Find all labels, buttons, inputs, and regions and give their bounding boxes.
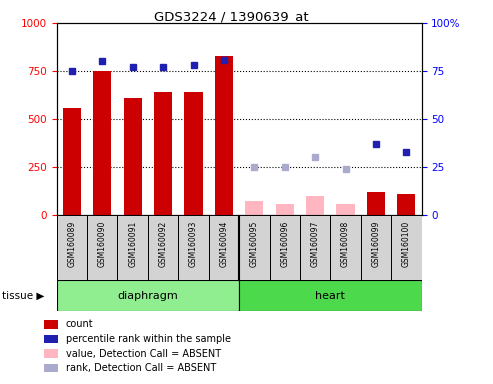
Bar [367, 192, 385, 215]
Bar [330, 215, 361, 280]
Bar [117, 215, 148, 280]
Bar [124, 98, 142, 215]
Text: tissue ▶: tissue ▶ [2, 291, 45, 301]
Text: GSM160093: GSM160093 [189, 220, 198, 266]
Text: percentile rank within the sample: percentile rank within the sample [66, 334, 231, 344]
Text: GSM160096: GSM160096 [280, 220, 289, 266]
Text: GSM160095: GSM160095 [250, 220, 259, 266]
Text: GSM160089: GSM160089 [68, 220, 76, 266]
Bar [336, 204, 354, 215]
Bar [397, 194, 416, 215]
Bar [239, 215, 270, 280]
Text: GSM160092: GSM160092 [159, 220, 168, 266]
Bar [391, 215, 422, 280]
Text: GSM160098: GSM160098 [341, 220, 350, 266]
Bar [300, 215, 330, 280]
Bar [361, 215, 391, 280]
Bar [306, 196, 324, 215]
Text: GSM160099: GSM160099 [371, 220, 381, 266]
Text: GSM160091: GSM160091 [128, 220, 137, 266]
Bar [63, 108, 81, 215]
Bar [239, 280, 422, 311]
Bar [178, 215, 209, 280]
Text: count: count [66, 319, 93, 329]
Bar [215, 56, 233, 215]
Bar [93, 71, 111, 215]
Text: GSM160090: GSM160090 [98, 220, 107, 266]
Text: rank, Detection Call = ABSENT: rank, Detection Call = ABSENT [66, 363, 216, 373]
Bar [154, 92, 172, 215]
Text: heart: heart [316, 291, 345, 301]
Bar [87, 215, 117, 280]
Text: value, Detection Call = ABSENT: value, Detection Call = ABSENT [66, 349, 221, 359]
Bar [57, 215, 87, 280]
Text: GSM160094: GSM160094 [219, 220, 228, 266]
Bar [245, 200, 263, 215]
Bar [270, 215, 300, 280]
Bar [184, 92, 203, 215]
Bar [57, 280, 239, 311]
Bar [209, 215, 239, 280]
Bar [276, 204, 294, 215]
Text: GSM160100: GSM160100 [402, 220, 411, 266]
Text: diaphragm: diaphragm [117, 291, 178, 301]
Text: GSM160097: GSM160097 [311, 220, 319, 266]
Text: GDS3224 / 1390639_at: GDS3224 / 1390639_at [154, 10, 309, 23]
Bar [148, 215, 178, 280]
